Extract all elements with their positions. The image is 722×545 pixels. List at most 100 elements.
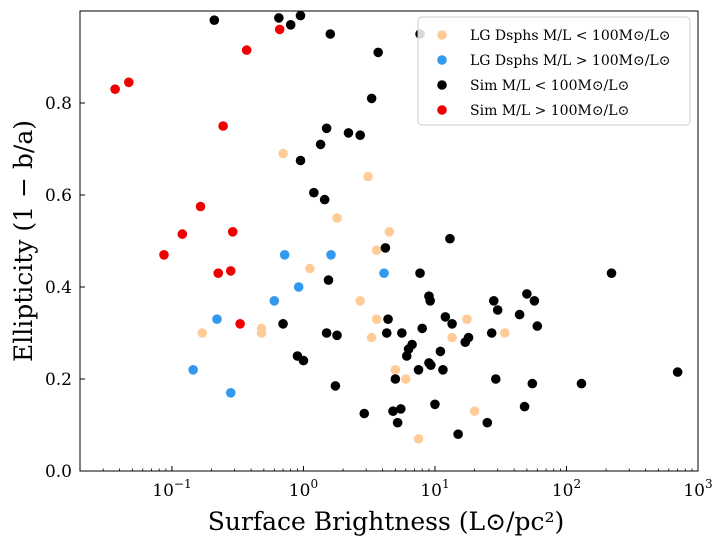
data-point-s2-24 (278, 319, 288, 329)
legend-marker-3 (437, 105, 447, 115)
data-point-s3-8 (159, 250, 169, 260)
data-point-s2-11 (315, 139, 326, 150)
data-point-s2-39 (460, 337, 471, 348)
y-axis-ticks: 0.0 0.2 0.4 0.6 0.8 (45, 94, 85, 482)
data-point-s2-9 (343, 128, 354, 138)
data-point-s2-4 (325, 29, 336, 39)
data-point-s0-16 (462, 314, 472, 325)
data-point-s2-10 (355, 130, 365, 140)
data-point-s2-41 (407, 339, 417, 350)
data-point-s2-49 (438, 365, 448, 375)
data-point-s2-61 (392, 417, 403, 428)
data-point-s0-10 (371, 314, 382, 325)
data-point-s0-12 (390, 365, 401, 375)
data-point-s2-50 (390, 374, 401, 384)
plot-frame (79, 10, 699, 472)
legend-marker-0 (437, 30, 447, 40)
legend-label-1: LG Dsphs M/L > 100M⊙/L⊙ (470, 53, 670, 69)
data-point-s2-44 (298, 355, 309, 366)
data-point-s2-23 (529, 296, 540, 306)
data-point-s0-18 (500, 328, 510, 338)
data-point-s0-7 (363, 171, 373, 182)
x-axis-label: Surface Brightness (L⊙/pc²) (208, 507, 565, 536)
data-point-s2-13 (309, 187, 319, 198)
data-point-s3-9 (225, 266, 236, 276)
data-point-s2-27 (447, 319, 457, 329)
data-point-s2-33 (332, 330, 342, 341)
data-point-s2-31 (323, 275, 334, 285)
legend-marker-1 (437, 55, 447, 65)
data-point-s3-2 (241, 45, 252, 55)
data-point-s3-1 (124, 77, 134, 88)
data-point-s0-14 (413, 434, 424, 444)
data-point-s2-38 (486, 328, 497, 338)
x-tick-label-1: 100 (289, 477, 318, 501)
data-point-s2-53 (576, 378, 587, 389)
data-point-s1-2 (225, 388, 236, 398)
data-point-s2-21 (488, 296, 499, 306)
data-point-s2-29 (532, 321, 543, 331)
data-point-s2-35 (397, 328, 407, 338)
data-point-s2-56 (430, 399, 440, 410)
y-tick-label-4: 0.8 (45, 94, 72, 114)
y-tick-label-1: 0.2 (45, 370, 72, 390)
data-point-s2-63 (482, 417, 493, 428)
data-point-s2-28 (514, 309, 525, 320)
data-point-s2-48 (435, 346, 446, 357)
data-point-s3-10 (213, 268, 224, 279)
data-point-s3-11 (235, 319, 245, 329)
data-point-s0-13 (400, 374, 411, 384)
data-point-s2-25 (383, 314, 393, 325)
y-tick-label-3: 0.6 (45, 186, 72, 206)
data-point-s2-0 (209, 15, 220, 25)
data-point-s1-6 (326, 250, 336, 260)
data-point-s2-30 (492, 305, 503, 315)
data-point-s0-8 (366, 332, 377, 343)
x-tick-label-2: 101 (420, 477, 449, 501)
data-point-s1-1 (212, 314, 222, 325)
data-point-s3-3 (274, 24, 285, 35)
x-axis-ticks: 10−1 100 101 102 103 (79, 466, 713, 501)
data-point-s3-6 (177, 229, 188, 239)
data-point-s1-0 (188, 365, 198, 375)
data-point-s0-2 (256, 328, 267, 338)
data-point-s2-2 (285, 20, 296, 30)
data-point-s2-16 (380, 243, 391, 253)
data-point-s2-42 (401, 351, 412, 361)
data-point-s2-51 (490, 374, 501, 384)
data-point-s1-7 (379, 268, 389, 279)
data-point-s2-60 (519, 401, 530, 412)
data-point-s2-14 (319, 194, 330, 205)
data-point-s2-54 (672, 367, 683, 377)
data-point-s0-4 (305, 263, 315, 274)
data-point-s0-11 (384, 227, 395, 237)
data-point-s2-32 (321, 328, 332, 338)
x-tick-label-3: 102 (552, 477, 581, 501)
data-point-s3-5 (195, 201, 206, 212)
data-point-s0-6 (355, 296, 365, 306)
data-point-s2-26 (440, 312, 451, 322)
data-point-s3-4 (218, 121, 228, 131)
data-points (110, 10, 683, 444)
legend-label-0: LG Dsphs M/L < 100M⊙/L⊙ (470, 28, 670, 44)
data-point-s2-22 (522, 289, 532, 299)
data-point-s2-18 (606, 268, 617, 279)
data-point-s2-5 (373, 47, 383, 58)
legend-box (417, 16, 691, 126)
data-point-s2-1 (274, 13, 284, 23)
data-point-s2-17 (415, 268, 425, 279)
data-point-s1-4 (279, 250, 290, 260)
data-point-s2-55 (330, 381, 341, 391)
x-tick-label-0: 10−1 (152, 477, 191, 501)
data-point-s2-47 (426, 360, 436, 371)
data-point-s2-62 (453, 429, 463, 440)
data-point-s2-59 (359, 408, 370, 419)
data-point-s2-20 (425, 296, 436, 306)
data-point-s0-3 (278, 148, 288, 159)
y-tick-label-2: 0.4 (45, 278, 72, 298)
legend-marker-2 (437, 80, 447, 90)
x-tick-label-4: 103 (683, 477, 712, 501)
data-point-s3-7 (227, 227, 238, 237)
data-point-s1-5 (293, 282, 304, 292)
data-point-s0-0 (197, 328, 208, 338)
